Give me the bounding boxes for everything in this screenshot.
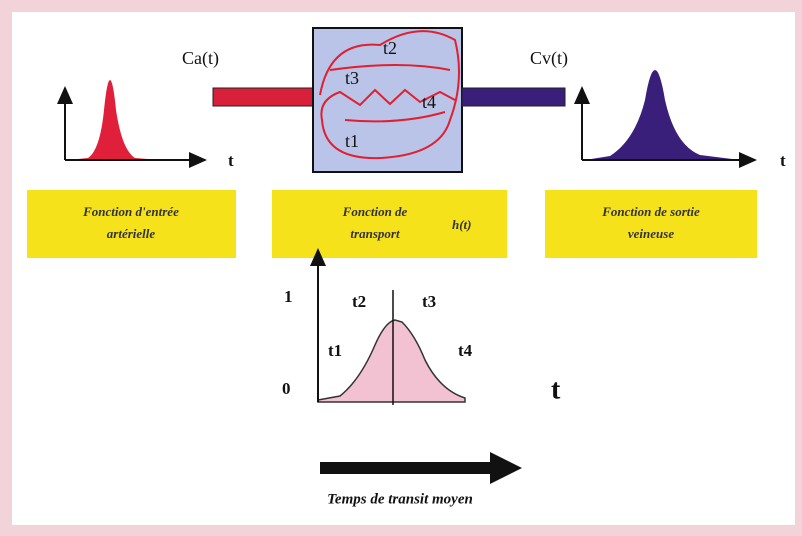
diagram: t Ca(t) t2 t3 t4 t1 Cv(t) t Fonction d'e… (0, 0, 802, 536)
plot-label: t4 (458, 341, 473, 360)
caption: transport (350, 226, 400, 241)
output-label: Cv(t) (530, 48, 568, 69)
plot-label: t1 (328, 341, 342, 360)
caption: veineuse (628, 226, 674, 241)
plot-label: t2 (352, 292, 366, 311)
input-label: Ca(t) (182, 48, 219, 69)
function-label: h(t) (452, 217, 472, 232)
plot-label: t3 (422, 292, 436, 311)
caption: Fonction d'entrée (82, 204, 179, 219)
caption: artérielle (107, 226, 156, 241)
output-bar (462, 88, 565, 106)
input-bar (213, 88, 318, 106)
caption-box (545, 190, 757, 258)
box-label: t3 (345, 68, 359, 88)
caption: Fonction de (342, 204, 408, 219)
axis-label: t (228, 151, 234, 170)
box-label: t2 (383, 38, 397, 58)
y-label: 0 (282, 379, 291, 398)
caption: Fonction de sortie (601, 204, 700, 219)
caption-box (272, 190, 507, 258)
axis-label: t (780, 151, 786, 170)
caption-box (27, 190, 236, 258)
axis-label: t (551, 374, 561, 405)
box-label: t4 (422, 92, 436, 112)
box-label: t1 (345, 131, 359, 151)
y-label: 1 (284, 287, 293, 306)
footer: Temps de transit moyen (327, 491, 473, 507)
